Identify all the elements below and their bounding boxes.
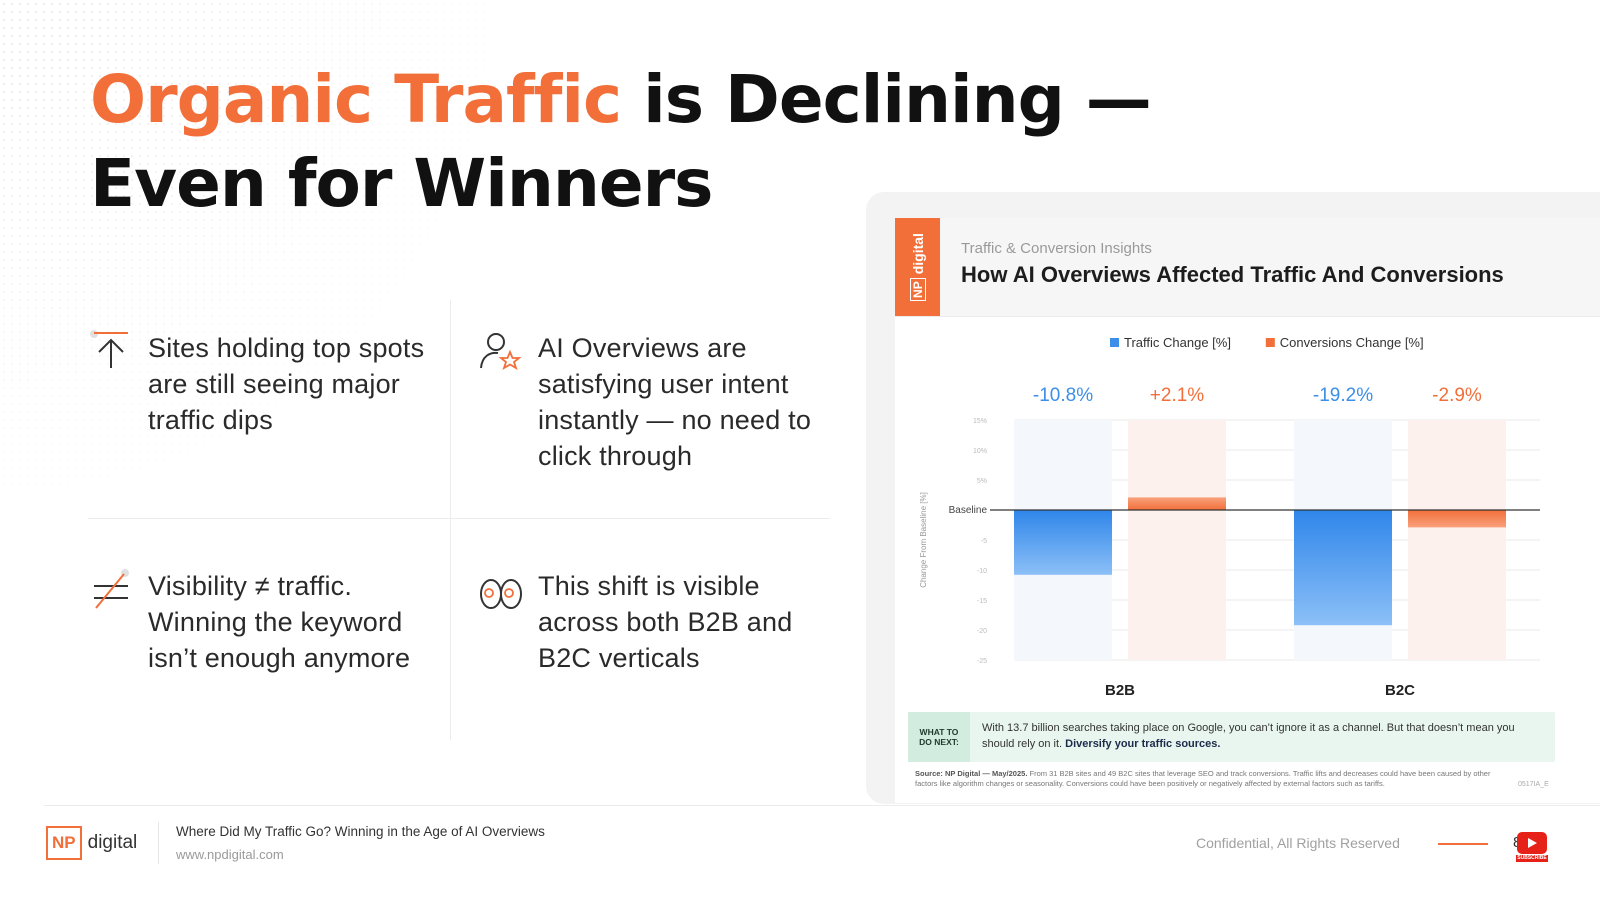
bar-background [1408, 420, 1506, 660]
y-tick-label: 5% [977, 478, 987, 485]
footer-logo[interactable]: NP digital [46, 826, 137, 860]
bar-chart: Traffic Change [%] Conversions Change [%]… [919, 335, 1540, 699]
card-title: How AI Overviews Affected Traffic And Co… [961, 262, 1504, 287]
y-tick-label: Baseline [949, 505, 988, 516]
brand-word: digital [909, 233, 926, 275]
x-category-label: B2B [1105, 682, 1135, 699]
headline-line2: Even for Winners [90, 145, 713, 222]
feature-item: This shift is visible across both B2B an… [478, 568, 838, 676]
card-subtitle: Traffic & Conversion Insights [961, 240, 1152, 257]
card-code: 0517IA_E [1518, 781, 1549, 788]
bar [1408, 510, 1506, 528]
footer-divider [44, 805, 1600, 806]
feature-text: AI Overviews are satisfying user intent … [538, 333, 812, 471]
footer-url[interactable]: www.npdigital.com [176, 847, 284, 862]
next-label-line2: DO NEXT: [919, 737, 959, 747]
logo-np: NP [46, 826, 82, 860]
legend-label: Traffic Change [%] [1124, 335, 1231, 350]
bar-background [1128, 420, 1226, 660]
source-bold: Source: NP Digital — May/2025. [915, 769, 1028, 778]
bar [1294, 510, 1392, 626]
legend-swatch [1265, 338, 1275, 347]
y-tick-label: -15 [977, 598, 987, 605]
feature-text: This shift is visible across both B2B an… [538, 571, 793, 673]
slide-headline: Organic Traffic is Declining — Even for … [90, 58, 1152, 226]
footer-separator [158, 822, 159, 864]
source-text: From 31 B2B sites and 49 B2C sites that … [915, 769, 1491, 788]
grid-divider-horizontal [88, 518, 830, 519]
dot-pattern-background [0, 0, 560, 560]
bar [1014, 510, 1112, 575]
feature-text: Sites holding top spots are still seeing… [148, 333, 425, 435]
legend-label: Conversions Change [%] [1280, 335, 1424, 350]
feature-text: Visibility ≠ traffic. Winning the keywor… [148, 571, 411, 673]
data-label: -19.2% [1313, 385, 1373, 406]
what-to-do-next-text: With 13.7 billion searches taking place … [982, 720, 1544, 752]
brand-strip: NP digital [895, 218, 940, 316]
youtube-subscribe-icon[interactable] [1517, 832, 1547, 854]
footer-confidential: Confidential, All Rights Reserved [1196, 835, 1400, 851]
headline-rest: is Declining — [621, 61, 1152, 138]
what-to-do-next-label: WHAT TO DO NEXT: [908, 712, 970, 762]
y-tick-label: 15% [973, 418, 987, 425]
y-tick-label: -5 [981, 538, 987, 545]
next-label-line1: WHAT TO [919, 727, 959, 737]
next-text-bold: Diversify your traffic sources. [1065, 738, 1221, 750]
chart-card-header [895, 218, 1600, 317]
footer-title: Where Did My Traffic Go? Winning in the … [176, 824, 545, 839]
next-text-body: With 13.7 billion searches taking place … [982, 722, 1515, 750]
x-category-label: B2C [1385, 682, 1415, 699]
data-label: +2.1% [1150, 385, 1205, 406]
subscribe-label[interactable]: SUBSCRIBE [1516, 855, 1548, 862]
not-equal-icon [94, 569, 129, 609]
feature-item: Visibility ≠ traffic. Winning the keywor… [88, 568, 438, 676]
headline-accent: Organic Traffic [90, 61, 622, 138]
data-label: -10.8% [1033, 385, 1093, 406]
brand-np: NP [909, 278, 926, 301]
user-star-icon [480, 333, 522, 370]
legend-swatch [1110, 338, 1119, 347]
y-tick-label: -25 [977, 658, 987, 665]
data-label: -2.9% [1432, 385, 1482, 406]
y-tick-label: -10 [977, 568, 987, 575]
binoculars-icon [480, 579, 522, 609]
arrow-up-icon [90, 330, 128, 368]
y-tick-label: -20 [977, 628, 987, 635]
feature-grid: Sites holding top spots are still seeing… [88, 300, 830, 740]
what-to-do-next-box [908, 712, 1555, 762]
y-tick-label: 10% [973, 448, 987, 455]
bar [1128, 497, 1226, 510]
feature-item: AI Overviews are satisfying user intent … [478, 330, 838, 474]
footer-accent-line [1438, 843, 1488, 845]
y-axis-label: Change From Baseline [%] [919, 492, 928, 588]
grid-divider-vertical [450, 300, 451, 740]
logo-word: digital [87, 832, 138, 853]
feature-item: Sites holding top spots are still seeing… [88, 330, 438, 438]
source-note: Source: NP Digital — May/2025. From 31 B… [915, 769, 1515, 789]
